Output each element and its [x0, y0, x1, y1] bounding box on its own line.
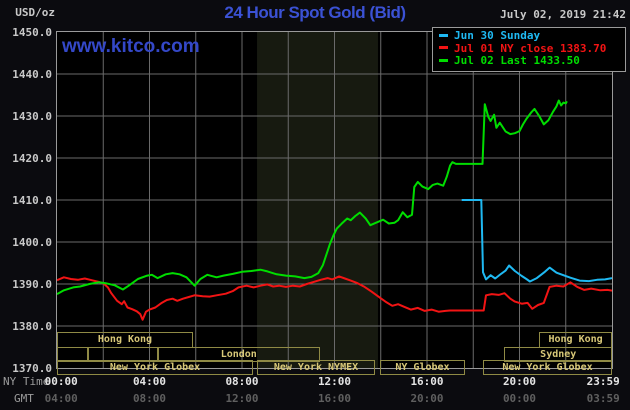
legend-dash-icon: [439, 46, 448, 49]
ny-time-tick-label: 04:00: [132, 375, 167, 388]
ny-time-tick-label: 00:00: [44, 375, 78, 388]
y-tick-label: 1410.0: [12, 194, 52, 207]
y-tick-label: 1450.0: [12, 26, 52, 39]
chart-legend: Jun 30 Sunday Jul 01 NY close 1383.70 Jul …: [432, 27, 626, 72]
ny-time-tick-label: 08:00: [225, 375, 259, 388]
ny-time-tick-label: 23:59: [586, 375, 620, 388]
series-line-jul-02-last-1433-50: [57, 99, 568, 295]
series-line-jul-01-ny-close-1383-70: [57, 275, 612, 321]
ny-time-tick-label: 16:00: [410, 375, 444, 388]
legend-entry: Jul 02 Last 1433.50: [439, 54, 621, 68]
legend-entry: Jun 30 Sunday: [439, 29, 621, 43]
legend-label: Jul 02 Last 1433.50: [454, 54, 580, 67]
y-tick-label: 1430.0: [12, 110, 52, 123]
y-tick-label: 1440.0: [12, 68, 52, 81]
ny-time-tick-label: 20:00: [502, 375, 537, 388]
y-tick-label: 1400.0: [12, 236, 52, 249]
gmt-tick-label: 04:00: [44, 392, 78, 405]
ny-time-axis-caption: NY Time: [3, 375, 50, 388]
y-tick-label: 1390.0: [12, 278, 52, 291]
ny-time-tick-label: 12:00: [317, 375, 352, 388]
kitco-watermark-link[interactable]: www.kitco.com: [62, 36, 200, 57]
gmt-tick-label: 00:00: [502, 392, 537, 405]
chart-title: 24 Hour Spot Gold (Bid): [224, 3, 406, 22]
series-line-jun-30-sunday: [461, 199, 612, 283]
chart-datetime: July 02, 2019 21:42: [500, 8, 626, 21]
legend-label: Jun 30 Sunday: [454, 29, 541, 42]
gmt-tick-label: 08:00: [132, 392, 167, 405]
plot-area: [56, 31, 613, 369]
y-tick-label: 1370.0: [12, 362, 52, 375]
legend-label: Jul 01 NY close 1383.70: [454, 41, 607, 55]
y-tick-label: 1380.0: [12, 320, 52, 333]
price-chart-svg: [57, 32, 612, 368]
legend-dash-icon: [439, 33, 448, 37]
gmt-tick-label: 03:59: [586, 392, 620, 405]
y-axis-unit-label: USD/oz: [15, 6, 55, 19]
gmt-tick-label: 20:00: [410, 392, 444, 405]
gmt-axis-caption: GMT: [14, 392, 34, 405]
legend-entry: Jul 01 NY close 1383.70: [439, 41, 621, 56]
gmt-tick-label: 12:00: [225, 392, 259, 405]
gmt-tick-label: 16:00: [317, 392, 352, 405]
legend-dash-icon: [439, 58, 448, 62]
y-tick-label: 1420.0: [12, 152, 52, 165]
